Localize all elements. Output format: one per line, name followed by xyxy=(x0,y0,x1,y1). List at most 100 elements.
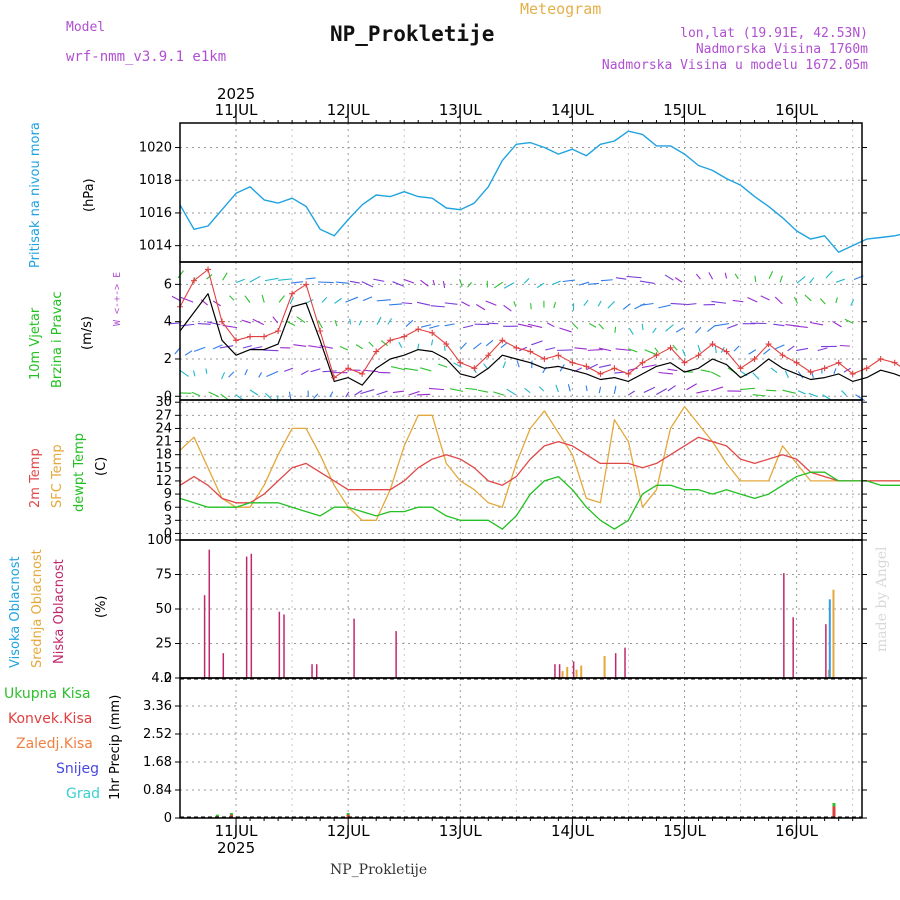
wind-arrow xyxy=(724,272,728,279)
wind-arrow xyxy=(483,363,488,370)
wind-arrow xyxy=(380,340,389,347)
wind-arrow xyxy=(428,387,445,391)
wind-arrow xyxy=(503,282,515,289)
wind-arrow xyxy=(708,272,714,280)
wind-arrow xyxy=(376,316,382,325)
cloud-low-bar xyxy=(353,618,355,678)
wind-arrow xyxy=(322,370,337,373)
cloud-low-bar xyxy=(554,664,556,678)
wind-arrow xyxy=(654,347,659,353)
wind-arrow xyxy=(459,278,463,287)
wind-arrow xyxy=(389,303,403,306)
y-tick-label: 4 xyxy=(164,315,172,330)
wind-arrow xyxy=(244,369,248,376)
gust-marker xyxy=(527,348,534,355)
gust-marker xyxy=(457,359,464,366)
wind-arrow xyxy=(266,370,279,377)
sfc-temp-line xyxy=(179,405,900,521)
wind-arrow xyxy=(334,319,338,327)
wind-arrow xyxy=(559,327,572,333)
wind-arrow xyxy=(169,322,181,325)
y-tick-label: 75 xyxy=(155,568,172,583)
wind-arrow xyxy=(779,275,783,283)
wind-arrow xyxy=(643,386,656,393)
wind-arrow xyxy=(363,369,379,373)
gust-marker xyxy=(653,352,660,359)
wind-arrow xyxy=(205,368,208,374)
cloud-low-bar xyxy=(783,573,785,678)
precip-conv-bar xyxy=(832,806,836,818)
y-tick-label: 9 xyxy=(164,487,172,502)
wind-arrow xyxy=(740,387,756,391)
wind-arrow xyxy=(416,301,431,306)
wind-arrow xyxy=(278,295,285,303)
top-day-label: 11JUL xyxy=(215,101,258,119)
gust-marker xyxy=(877,355,884,362)
wind-arrow xyxy=(588,282,600,285)
gust-marker xyxy=(849,370,856,377)
gust-marker xyxy=(289,290,296,297)
wind-arrow xyxy=(403,278,415,284)
wind-arrow xyxy=(272,316,279,324)
cloud-low-bar xyxy=(245,556,248,678)
bottom-day-label: 12JUL xyxy=(327,822,370,840)
wind-arrow xyxy=(538,386,545,392)
wind-arrow xyxy=(615,277,627,280)
wind-arrow xyxy=(392,390,405,394)
wind-arrow xyxy=(832,320,842,328)
cloud-mid-bar xyxy=(832,589,835,678)
wind-arrow xyxy=(417,343,420,350)
wind-arrow xyxy=(500,342,508,349)
wind-arrow xyxy=(467,282,472,288)
gust-marker xyxy=(751,355,758,362)
gust-marker xyxy=(541,355,548,362)
wind-arrow xyxy=(626,275,642,279)
cloud-low-bar xyxy=(572,661,575,678)
gust-marker xyxy=(303,281,310,288)
wind-arrow xyxy=(793,296,799,304)
wind-arrow xyxy=(222,272,228,281)
wind-arrow xyxy=(207,321,221,326)
wind-arrow xyxy=(264,277,279,282)
wind-arrow xyxy=(627,367,638,371)
wind-arrow xyxy=(839,344,850,347)
wind-arrow xyxy=(191,391,201,397)
gust-marker xyxy=(331,374,338,381)
station-title: NP_Prokletije xyxy=(330,22,495,46)
wind-arrow xyxy=(416,393,431,396)
wind-arrow xyxy=(574,347,587,350)
precip-conv-bar xyxy=(229,814,233,818)
wind-arrow xyxy=(430,339,434,346)
cloud-low-bar xyxy=(315,664,318,678)
wind-arrow xyxy=(527,323,543,328)
wind-arrow xyxy=(524,387,531,394)
wind-arrow xyxy=(641,323,644,331)
wind-arrow xyxy=(808,392,818,398)
bottom-day-label: 16JUL xyxy=(775,822,818,840)
wind-arrow xyxy=(376,299,391,302)
bottom-day-label: 15JUL xyxy=(663,822,706,840)
wind-arrow xyxy=(249,346,263,350)
wind-arrow xyxy=(362,296,373,302)
bottom-day-label: 11JUL xyxy=(215,822,258,840)
wind-arrow xyxy=(797,390,806,395)
wind-arrow xyxy=(765,389,777,392)
wind-arrow xyxy=(796,276,806,284)
cloud-mid-bar xyxy=(566,666,569,678)
wind-arrow xyxy=(465,387,478,391)
wind-arrow xyxy=(586,363,599,371)
wind-arrow xyxy=(485,339,494,347)
wind-arrow xyxy=(443,345,446,351)
wind-arrow xyxy=(373,278,385,282)
wind-arrow xyxy=(258,372,263,378)
cloud-low-bar xyxy=(624,647,626,678)
wind-arrow xyxy=(810,321,824,326)
gust-marker xyxy=(891,359,898,366)
wind-arrow xyxy=(518,346,528,352)
wind-arrow xyxy=(349,318,352,325)
wind-arrow xyxy=(310,368,321,373)
y-tick-label: 1014 xyxy=(139,239,172,254)
gust-marker xyxy=(499,337,506,344)
wind-arrow xyxy=(523,278,530,284)
altitude: Nadmorska Visina 1760m xyxy=(695,42,868,57)
